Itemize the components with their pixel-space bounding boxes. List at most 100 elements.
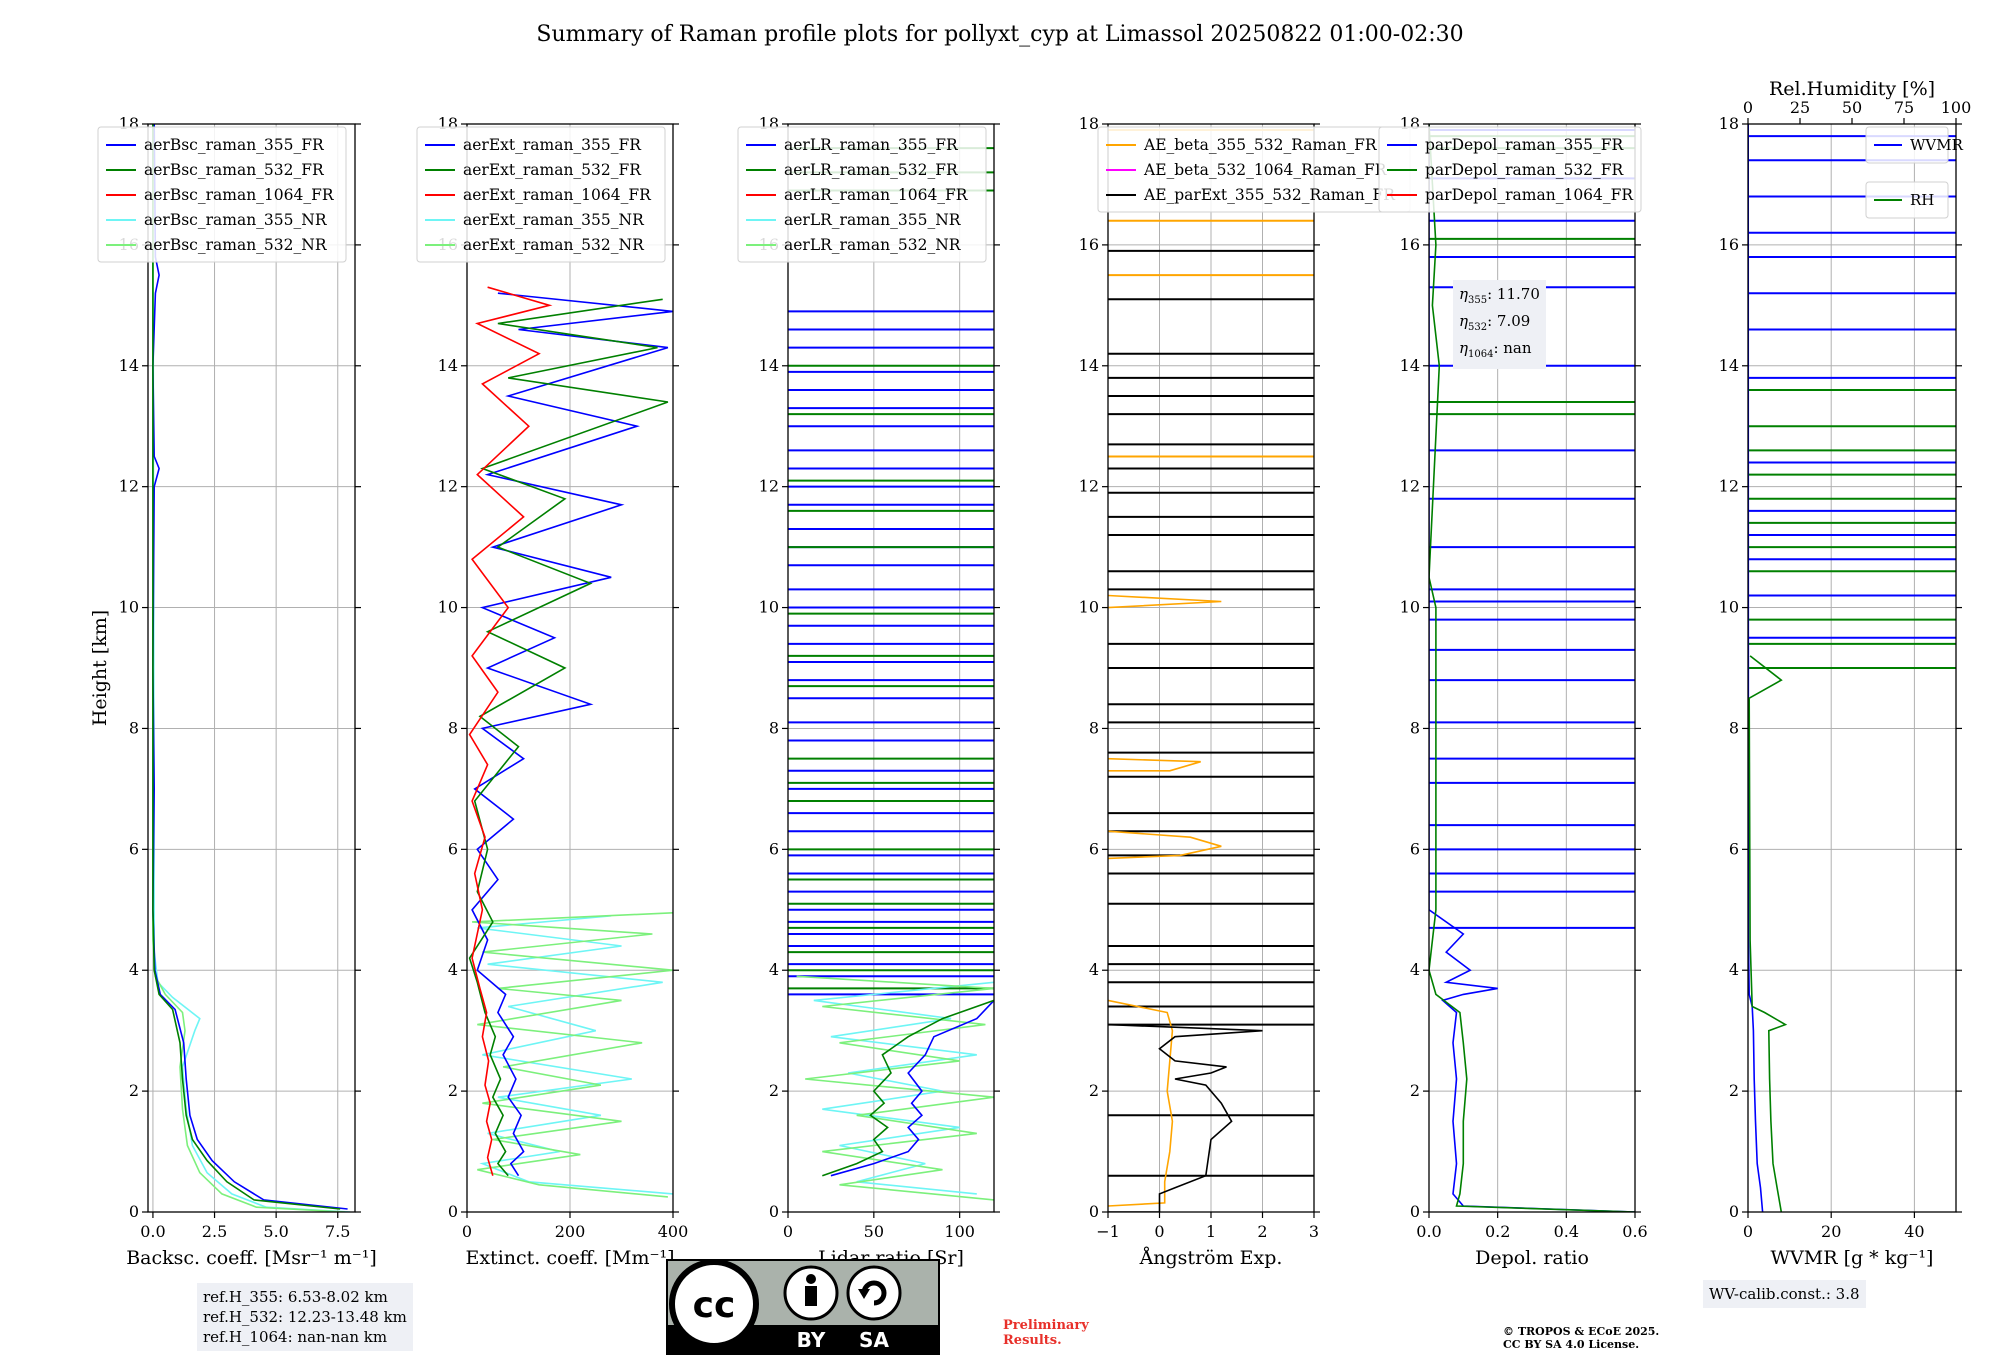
series-AE_beta_355_532_Raman_FR_upper3: [1108, 594, 1222, 609]
axes-frame: [787, 123, 995, 1213]
preliminary-results-note: Preliminary Results.: [1003, 1318, 1089, 1348]
x-tick-label: 20: [1821, 1222, 1841, 1241]
legend-label: aerExt_raman_355_FR: [463, 136, 642, 154]
wv-calib-box: WV-calib.const.: 3.8: [1703, 1280, 1866, 1308]
legend-box: [1865, 181, 1949, 219]
y-tick-label: 14: [119, 356, 139, 375]
legend-label: RH: [1910, 191, 1934, 209]
y-tick-label: 10: [1400, 598, 1420, 617]
top-x-tick-label: 75: [1894, 98, 1914, 117]
eta-box: η355: 11.70 η532: 7.09 η1064: nan: [1453, 280, 1546, 369]
sa-label: SA: [859, 1328, 889, 1352]
x-tick-label: 0.2: [1485, 1222, 1510, 1241]
y-tick-label: 16: [1400, 235, 1420, 254]
series-aerLR_raman_355_NR: [813, 981, 994, 1195]
x-tick-label: 400: [658, 1222, 689, 1241]
copyright-note: © TROPOS & ECoE 2025. CC BY SA 4.0 Licen…: [1503, 1325, 1660, 1351]
legend-box: [97, 126, 347, 263]
y-tick-label: 12: [1079, 477, 1099, 496]
legend-label: aerBsc_raman_532_NR: [144, 236, 328, 254]
axes-frame: [147, 123, 356, 1213]
series-aerExt_raman_532_NR: [472, 912, 673, 1198]
y-tick-label: 8: [769, 718, 779, 737]
y-tick-label: 12: [438, 477, 458, 496]
y-tick-label: 14: [1719, 356, 1739, 375]
axes-frame: [466, 123, 674, 1213]
y-tick-label: 0: [769, 1202, 779, 1221]
axes-frame: [1428, 123, 1636, 1213]
top-x-tick-label: 25: [1790, 98, 1810, 117]
y-tick-label: 6: [769, 839, 779, 858]
series-aerExt_raman_355_NR: [477, 915, 673, 1195]
y-tick-label: 10: [759, 598, 779, 617]
x-tick-label: 1: [1206, 1222, 1216, 1241]
data-layer: [468, 286, 673, 1198]
y-tick-label: 2: [129, 1081, 139, 1100]
legend-label: aerBsc_raman_355_NR: [144, 211, 328, 229]
y-tick-label: 0: [1410, 1202, 1420, 1221]
series-RH: [1748, 655, 1788, 1212]
y-axis-label: Height [km]: [89, 610, 111, 726]
legend-label: AE_parExt_355_532_Raman_FR: [1143, 186, 1396, 204]
series-aerBsc_raman_532_FR: [152, 124, 341, 1210]
y-tick-label: 18: [1079, 114, 1099, 133]
legend-box: [1865, 126, 1949, 164]
legend-label: aerLR_raman_532_NR: [784, 236, 962, 254]
y-tick-label: 4: [448, 960, 458, 979]
legend-label: aerLR_raman_1064_FR: [784, 186, 969, 204]
y-tick-label: 14: [1079, 356, 1099, 375]
y-tick-label: 2: [1410, 1081, 1420, 1100]
x-tick-label: 0: [1154, 1222, 1164, 1241]
legend-label: aerBsc_raman_532_FR: [144, 161, 325, 179]
series-AE_beta_355_532_Raman_FR_upper: [1108, 830, 1222, 860]
x-tick-label: 0.6: [1622, 1222, 1647, 1241]
x-tick-label: 2.5: [202, 1222, 227, 1241]
y-tick-label: 18: [1719, 114, 1739, 133]
x-tick-label: 0.0: [1416, 1222, 1441, 1241]
y-tick-label: 12: [1400, 477, 1420, 496]
chart-panel-ext: 0246810121416180200400Extinct. coeff. [M…: [416, 114, 689, 1269]
x-tick-label: 0: [1743, 1222, 1753, 1241]
x-tick-label: 40: [1904, 1222, 1924, 1241]
y-tick-label: 6: [1729, 839, 1739, 858]
legend-label: aerExt_raman_355_NR: [463, 211, 645, 229]
x-tick-label: 3: [1309, 1222, 1319, 1241]
y-tick-label: 0: [448, 1202, 458, 1221]
series-AE_beta_355_532_Raman_FR_upper2: [1108, 757, 1201, 772]
eta-1064: η1064: nan: [1459, 339, 1532, 360]
y-tick-label: 16: [1719, 235, 1739, 254]
y-tick-label: 4: [129, 960, 139, 979]
legend-label: aerLR_raman_355_NR: [784, 211, 962, 229]
x-tick-label: −1: [1096, 1222, 1120, 1241]
cc-symbol-text: cc: [693, 1285, 736, 1326]
x-tick-label: 2: [1257, 1222, 1267, 1241]
y-tick-label: 4: [1729, 960, 1739, 979]
x-tick-label: 0: [783, 1222, 793, 1241]
legend-label: parDepol_raman_355_FR: [1425, 136, 1625, 154]
series-aerExt_raman_355_FR: [471, 292, 673, 1177]
legend-label: AE_beta_532_1064_Raman_FR: [1143, 161, 1388, 179]
legend-label: aerLR_raman_532_FR: [784, 161, 959, 179]
y-tick-label: 12: [119, 477, 139, 496]
y-tick-label: 10: [1719, 598, 1739, 617]
y-tick-label: 6: [1089, 839, 1099, 858]
y-tick-label: 2: [1089, 1081, 1099, 1100]
legend-label: WVMR: [1910, 136, 1964, 154]
series-aerLR_raman_355_FR: [830, 999, 994, 1177]
ref-height-1064: ref.H_1064: nan-nan km: [203, 1328, 388, 1346]
share-alike-icon: [846, 1265, 902, 1321]
eta-355: η355: 11.70: [1459, 285, 1540, 306]
x-tick-label: 0.4: [1554, 1222, 1579, 1241]
top-axis-label: Rel.Humidity [%]: [1769, 78, 1935, 100]
series-aerLR_raman_532_FR: [822, 999, 994, 1177]
y-tick-label: 10: [1079, 598, 1099, 617]
legend-box: [737, 126, 987, 263]
series-AE_parExt_355_532_Raman_FR: [1108, 1023, 1263, 1212]
cc-by-sa-license-logo: cc BY SA: [666, 1259, 940, 1355]
y-tick-label: 6: [129, 839, 139, 858]
series-WVMR: [1748, 124, 1764, 1212]
